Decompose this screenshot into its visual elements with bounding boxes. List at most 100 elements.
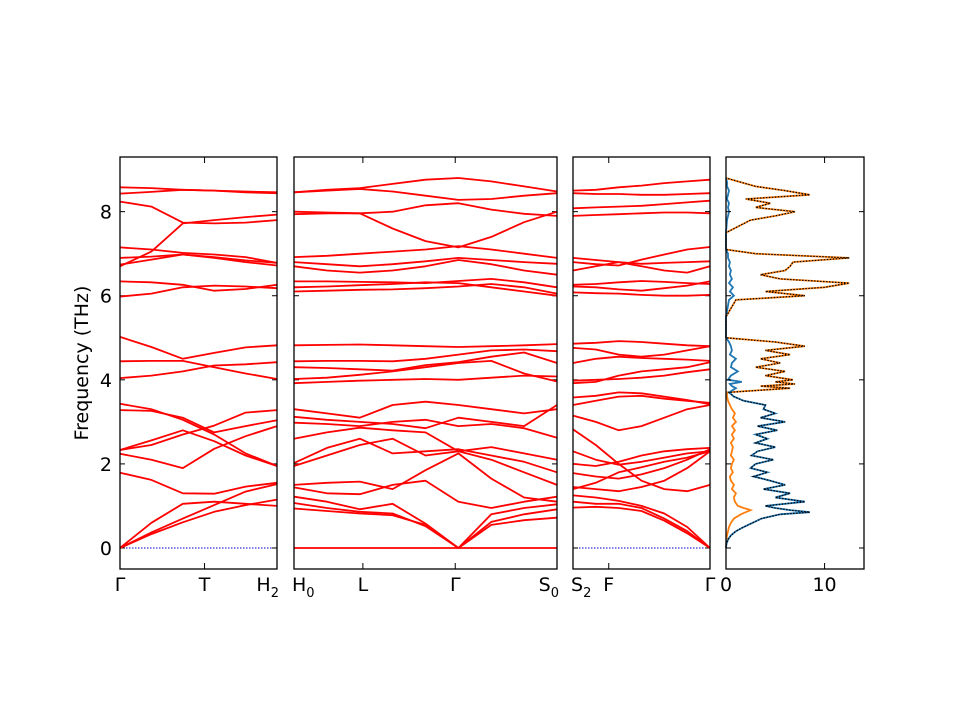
phonon-band xyxy=(293,256,558,268)
phonon-band xyxy=(293,351,558,372)
y-tick-label: 6 xyxy=(100,286,112,308)
phonon-band xyxy=(119,498,278,549)
phonon-band xyxy=(572,450,711,490)
phonon-band xyxy=(572,404,711,432)
band-panel-2: H0 L Γ S0 xyxy=(292,156,559,601)
phonon-band xyxy=(293,502,558,549)
phonon-band xyxy=(572,368,711,382)
phonon-band xyxy=(294,277,558,289)
phonon-band xyxy=(293,210,558,249)
dos-panel-frame xyxy=(725,156,865,570)
phonon-band xyxy=(572,280,711,286)
x-tick-label: S2 xyxy=(571,574,591,601)
phonon-band xyxy=(572,345,711,358)
phonon-band xyxy=(572,500,711,549)
phonon-band xyxy=(119,483,278,549)
phonon-band xyxy=(119,409,278,451)
band-panel-3: S2 F Γ xyxy=(571,156,716,601)
x-tick-subscript: 0 xyxy=(306,586,314,601)
band-structure-panels: Γ T H2 0 2 4 6 8 H0 L Γ S0 S2 F Γ xyxy=(100,156,716,601)
phonon-band xyxy=(293,343,558,348)
phonon-band xyxy=(293,479,558,509)
x-tick-label: L xyxy=(358,574,369,596)
x-tick-subscript: 2 xyxy=(271,586,279,601)
x-tick-label: Γ xyxy=(450,574,461,596)
phonon-band xyxy=(119,471,278,495)
phonon-band xyxy=(119,213,278,268)
phonon-band xyxy=(119,246,278,264)
phonon-band xyxy=(119,253,278,264)
phonon-band xyxy=(293,359,558,383)
phonon-band xyxy=(119,361,278,379)
dos-series-blue xyxy=(725,177,810,549)
phonon-band xyxy=(119,402,278,467)
phonon-band xyxy=(119,409,278,434)
phonon-band xyxy=(293,374,558,385)
phonon-band xyxy=(572,361,711,385)
phonon-band xyxy=(572,391,711,406)
x-tick-subscript: 0 xyxy=(551,586,559,601)
y-tick-label: 2 xyxy=(100,454,112,476)
phonon-band xyxy=(119,186,278,194)
phonon-band xyxy=(293,452,558,503)
y-tick-label: 0 xyxy=(100,538,112,560)
phonon-band xyxy=(572,448,711,480)
phonon-band xyxy=(572,505,711,549)
dos-series-total xyxy=(725,177,850,549)
phonon-band xyxy=(572,447,711,467)
phonon-band xyxy=(293,245,558,259)
phonon-band xyxy=(572,355,711,364)
phonon-band xyxy=(293,400,558,419)
phonon-band xyxy=(572,428,711,493)
x-tick-label: T xyxy=(198,574,211,596)
phonon-band xyxy=(572,257,711,265)
phonon-band xyxy=(293,202,558,217)
phonon-band xyxy=(119,284,278,298)
x-tick-label: H2 xyxy=(256,574,279,601)
phonon-band xyxy=(572,199,711,210)
phonon-band xyxy=(293,418,558,439)
phonon-band xyxy=(119,359,278,380)
band-panel-1: Γ T H2 0 2 4 6 8 xyxy=(100,156,279,601)
phonon-band xyxy=(119,200,278,225)
dos-x-tick-label: 0 xyxy=(720,574,732,596)
phonon-band xyxy=(293,283,558,295)
phonon-band xyxy=(572,246,711,267)
projected-dos-panel: 0 10 xyxy=(720,156,865,596)
panel-frame xyxy=(119,156,278,570)
phonon-band xyxy=(572,340,711,348)
phonon-band xyxy=(293,259,558,276)
phonon-band xyxy=(572,450,711,466)
phonon-band xyxy=(572,450,711,493)
phonon-band xyxy=(572,192,711,196)
y-tick-label: 4 xyxy=(100,370,112,392)
phonon-band xyxy=(293,507,558,549)
x-tick-subscript: 2 xyxy=(583,586,591,601)
panel-frame xyxy=(572,156,711,570)
phonon-band xyxy=(293,437,558,474)
phonon-band xyxy=(572,280,711,292)
phonon-band xyxy=(293,495,558,549)
x-tick-label: Γ xyxy=(115,574,126,596)
phonon-band xyxy=(572,211,711,217)
phonon-band xyxy=(293,437,558,486)
dos-x-tick-label: 10 xyxy=(812,574,836,596)
x-tick-label: S0 xyxy=(539,574,559,601)
phonon-band xyxy=(293,348,558,363)
phonon-band xyxy=(293,188,558,201)
phonon-band xyxy=(119,500,278,549)
phonon-band xyxy=(119,280,278,292)
phonon-band xyxy=(572,261,711,274)
x-tick-label: F xyxy=(603,574,614,596)
phonon-band xyxy=(293,426,558,461)
phonon-band xyxy=(119,336,278,360)
panel-frame xyxy=(293,156,558,570)
x-tick-label: H0 xyxy=(292,574,315,601)
phonon-band xyxy=(119,429,278,467)
phonon-band xyxy=(572,291,711,297)
phonon-band xyxy=(572,178,711,192)
phonon-band xyxy=(293,404,558,430)
phonon-band xyxy=(293,177,558,194)
y-tick-label: 8 xyxy=(100,202,112,224)
